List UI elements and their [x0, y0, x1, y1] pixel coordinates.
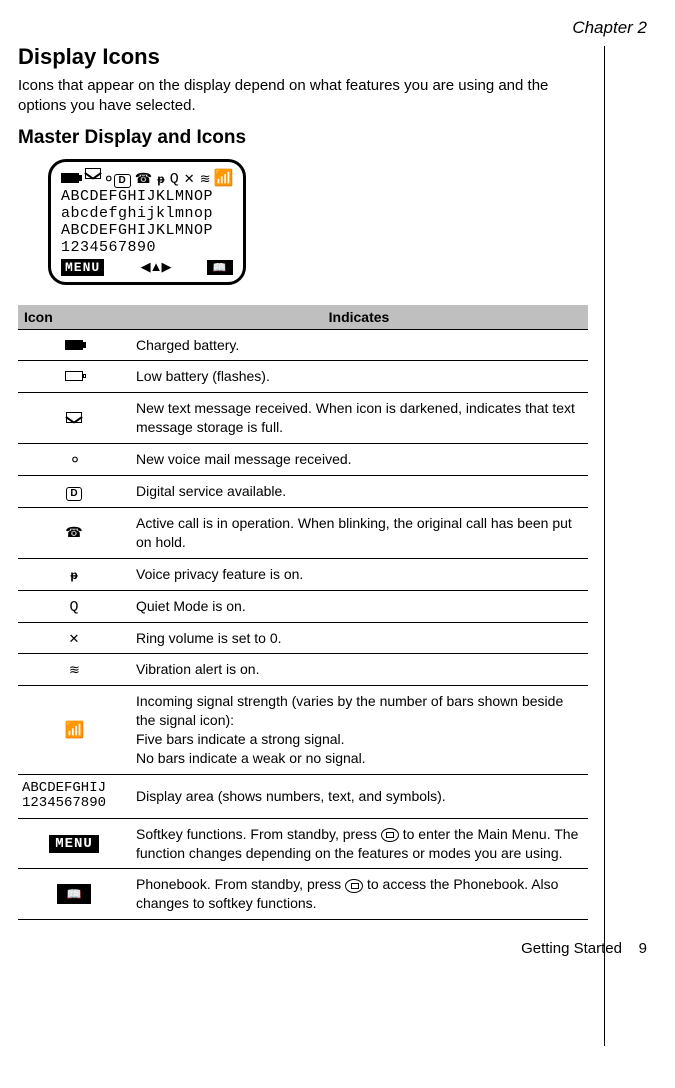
lcd-line-3: ABCDEFGHIJKLMNOP	[61, 222, 233, 239]
table-row: ᵽ Voice privacy feature is on.	[18, 558, 588, 590]
vibrate-icon: ≋	[200, 171, 210, 186]
display-area-line2: 1234567890	[22, 796, 126, 811]
lcd-line-4: 1234567890	[61, 239, 233, 256]
display-area-icon: ABCDEFGHIJ 1234567890	[22, 781, 126, 812]
phonebook-softkey-icon: 📖	[57, 884, 92, 904]
row-text: Low battery (flashes).	[130, 361, 588, 393]
left-softkey-icon	[381, 828, 399, 842]
chapter-label: Chapter 2	[18, 18, 647, 38]
vibrate-icon: ≋	[69, 663, 79, 676]
digital-icon: D	[66, 487, 81, 501]
row-text: Display area (shows numbers, text, and s…	[130, 774, 588, 818]
lcd-nav-arrows: ◀▲▶	[141, 259, 171, 275]
table-row: Low battery (flashes).	[18, 361, 588, 393]
col-header-icon: Icon	[18, 305, 130, 330]
right-softkey-icon	[345, 879, 363, 893]
privacy-icon: ᵽ	[70, 569, 77, 581]
col-header-indicates: Indicates	[130, 305, 588, 330]
page-title: Display Icons	[18, 44, 588, 70]
table-row: D Digital service available.	[18, 475, 588, 507]
table-row: 📶 Incoming signal strength (varies by th…	[18, 686, 588, 775]
call-icon: ☎	[65, 525, 82, 539]
table-row: 📖 Phonebook. From standby, press to acce…	[18, 869, 588, 920]
call-icon: ☎	[135, 170, 153, 186]
battery-low-icon	[65, 371, 83, 381]
lcd-mockup: ० D ☎ ᵽ Q ✕ ≋ 📶 ABCDEFGHIJKLMNOP abcdefg…	[48, 159, 246, 285]
row-text: Softkey functions. From standby, press t…	[130, 818, 588, 869]
lcd-softkey-row: MENU ◀▲▶ 📖	[61, 259, 233, 276]
display-area-line1: ABCDEFGHIJ	[22, 781, 126, 796]
row-text-pre: Softkey functions. From standby, press	[136, 826, 381, 842]
page-footer: Getting Started 9	[18, 940, 647, 957]
row-text: Incoming signal strength (varies by the …	[130, 686, 588, 775]
icon-table: Icon Indicates Charged battery. Low batt…	[18, 305, 588, 921]
battery-full-icon	[65, 340, 83, 350]
table-row: ≋ Vibration alert is on.	[18, 654, 588, 686]
content-column: Display Icons Icons that appear on the d…	[18, 44, 588, 920]
row-text: Quiet Mode is on.	[130, 590, 588, 622]
menu-softkey-icon: MENU	[49, 835, 99, 853]
lcd-line-2: abcdefghijklmnop	[61, 205, 233, 222]
footer-section: Getting Started	[521, 940, 622, 957]
page: Chapter 2 Display Icons Icons that appea…	[0, 0, 675, 981]
table-row: Q Quiet Mode is on.	[18, 590, 588, 622]
lcd-status-row: ० D ☎ ᵽ Q ✕ ≋ 📶	[61, 168, 233, 188]
row-text: Phonebook. From standby, press to access…	[130, 869, 588, 920]
privacy-icon: ᵽ	[157, 172, 165, 186]
lcd-menu-label: MENU	[61, 259, 104, 276]
lcd-phonebook-label: 📖	[207, 260, 233, 275]
row-text: Digital service available.	[130, 475, 588, 507]
voicemail-icon: ०	[71, 452, 76, 466]
ring-zero-icon: ✕	[184, 171, 196, 186]
digital-icon: D	[114, 174, 130, 188]
row-text: New voice mail message received.	[130, 444, 588, 476]
table-row: ABCDEFGHIJ 1234567890 Display area (show…	[18, 774, 588, 818]
signal-icon: 📶	[214, 170, 233, 187]
signal-strength-icon: 📶	[65, 723, 84, 739]
lcd-line-1: ABCDEFGHIJKLMNOP	[61, 188, 233, 205]
battery-full-icon	[61, 173, 79, 183]
table-row: New text message received. When icon is …	[18, 393, 588, 444]
vertical-rule	[604, 46, 605, 1046]
row-text: New text message received. When icon is …	[130, 393, 588, 444]
table-row: ☎ Active call is in operation. When blin…	[18, 507, 588, 558]
voicemail-icon: ०	[105, 170, 110, 186]
quiet-icon: Q	[170, 171, 180, 188]
row-text-pre: Phonebook. From standby, press	[136, 876, 345, 892]
intro-text: Icons that appear on the display depend …	[18, 76, 588, 117]
message-icon	[66, 412, 82, 423]
table-row: ✕ Ring volume is set to 0.	[18, 622, 588, 654]
table-row: MENU Softkey functions. From standby, pr…	[18, 818, 588, 869]
message-icon	[85, 168, 101, 179]
row-text: Active call is in operation. When blinki…	[130, 507, 588, 558]
row-text: Charged battery.	[130, 329, 588, 361]
row-text: Voice privacy feature is on.	[130, 558, 588, 590]
row-text: Vibration alert is on.	[130, 654, 588, 686]
table-row: Charged battery.	[18, 329, 588, 361]
table-row: ० New voice mail message received.	[18, 444, 588, 476]
row-text: Ring volume is set to 0.	[130, 622, 588, 654]
quiet-icon: Q	[69, 600, 78, 615]
section-title: Master Display and Icons	[18, 127, 588, 149]
footer-page-number: 9	[639, 940, 647, 957]
ring-zero-icon: ✕	[69, 632, 80, 645]
